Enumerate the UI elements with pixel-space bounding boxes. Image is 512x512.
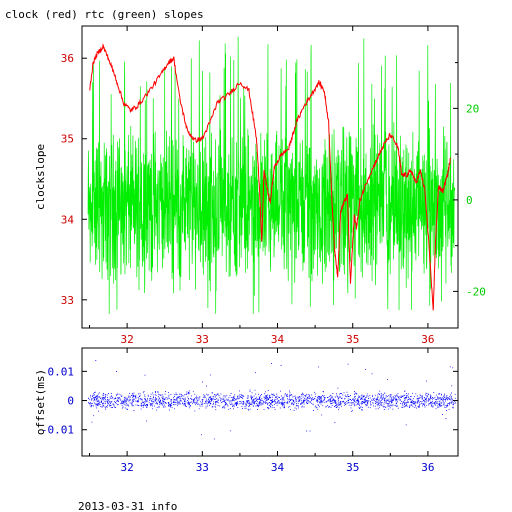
clockslope-axis-label: clockslope: [34, 144, 47, 210]
x-tick-label: 32: [120, 333, 133, 346]
x-tick-label: 34: [271, 461, 285, 474]
offset-scatter: [88, 360, 456, 440]
y-left-tick-label: 36: [61, 52, 74, 65]
rtc-slope-trace: [87, 36, 456, 314]
bottom-plot-frame: [81, 347, 459, 457]
top-left-y-axis: 33 34 35 36: [61, 52, 87, 307]
y-tick-label: 0: [67, 395, 74, 408]
y-left-tick-label: 33: [61, 294, 74, 307]
clock-slope-trace: [89, 43, 451, 311]
y-left-tick-label: 35: [61, 133, 74, 146]
figure-title: clock (red) rtc (green) slopes: [5, 8, 204, 21]
x-tick-label: 34: [271, 333, 285, 346]
y-right-tick-label: 0: [466, 194, 473, 207]
top-x-axis: 32 33 34 35 36: [89, 26, 435, 346]
y-right-tick-label: -20: [466, 285, 486, 298]
x-tick-label: 35: [346, 333, 359, 346]
rtc-slope-line: [87, 36, 456, 314]
bottom-x-axis: 32 33 34 35 36: [89, 348, 435, 474]
bottom-y-axis: -0.01 0 0.01: [41, 365, 458, 437]
top-plot-frame: [81, 25, 459, 329]
x-tick-label: 36: [421, 461, 434, 474]
x-tick-label: 36: [421, 333, 434, 346]
offset-points: [88, 360, 456, 440]
top-plot-panel: 32 33 34 35 36 33 34 35 36 -20 0 20 clockslope: [34, 25, 486, 346]
x-tick-label: 35: [346, 461, 359, 474]
offset-axis-label: offset(ms): [34, 369, 47, 435]
x-tick-label: 32: [120, 461, 133, 474]
top-right-y-axis: -20 0 20: [453, 62, 486, 298]
y-tick-label: 0.01: [48, 365, 75, 378]
y-right-tick-label: 20: [466, 102, 479, 115]
x-tick-label: 33: [196, 461, 209, 474]
x-tick-label: 33: [196, 333, 209, 346]
bottom-plot-panel: 32 33 34 35 36 -0.01 0 0.01 offset(ms): [34, 347, 459, 474]
y-left-tick-label: 34: [61, 213, 75, 226]
y-tick-label: -0.01: [41, 424, 74, 437]
footer-date: 2013-03-31 info: [78, 500, 177, 512]
clock-slope-line: [89, 43, 451, 311]
